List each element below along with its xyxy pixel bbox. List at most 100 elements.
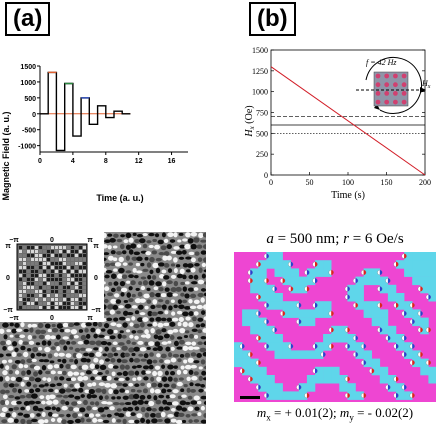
- panel-c-inset-pixel: [31, 254, 34, 257]
- panel-d-domain-cell: [274, 383, 283, 392]
- panel-c-dot: [122, 418, 127, 424]
- panel-c-inset-pixel: [63, 254, 66, 257]
- panel-c-dot: [47, 353, 53, 359]
- panel-d-domain-cell: [363, 276, 372, 286]
- panel-c-dot: [138, 238, 146, 244]
- panel-c-dot: [149, 256, 155, 263]
- panel-c-dot: [200, 336, 206, 340]
- panel-c-dot: [163, 383, 170, 388]
- panel-c-dot: [203, 257, 206, 263]
- panel-c-dot: [157, 239, 164, 245]
- panel-c-dot: [111, 396, 116, 400]
- panel-d-domain-cell: [266, 252, 275, 261]
- panel-d-domain-cell: [428, 268, 436, 277]
- panel-c-dot: [14, 370, 20, 375]
- panel-c-dot: [171, 401, 179, 406]
- panel-c-inset-pixel: [23, 274, 26, 277]
- panel-d-vortex-half: [347, 343, 350, 349]
- panel-c-inset-pixel: [63, 270, 66, 273]
- panel-d-domain-cell: [282, 260, 291, 269]
- inset-field-label: Hx: [421, 79, 431, 90]
- panel-c-inset-pixel: [83, 274, 86, 277]
- panel-c-dot: [77, 376, 84, 382]
- panel-c-inset-pixel: [63, 294, 66, 297]
- panel-c-inset-pixel: [51, 290, 54, 293]
- panel-c-dot: [13, 418, 19, 424]
- panel-c-dot: [58, 352, 65, 357]
- panel-c-inset-pixel: [79, 270, 82, 273]
- panel-c-dot: [66, 413, 71, 418]
- panel-c-dot: [132, 232, 137, 236]
- panel-c-dot: [110, 250, 116, 255]
- panel-c-inset-pixel: [47, 266, 50, 269]
- panel-c-inset-pixel: [55, 286, 58, 289]
- panel-c-dot: [190, 400, 198, 405]
- panel-d-domain-cell: [242, 358, 251, 368]
- panel-d-domain-cell: [234, 342, 243, 351]
- panel-c-dot: [45, 370, 51, 375]
- chart-a-ytick-label: -500: [22, 128, 36, 135]
- panel-d-domain-cell: [258, 276, 267, 286]
- panel-d-vortex-half: [258, 311, 261, 316]
- panel-c-dot: [49, 383, 56, 388]
- panel-d-vortex-half: [428, 327, 431, 333]
- panel-d-domain-cell: [379, 284, 389, 294]
- panel-c-inset-pixel: [23, 250, 26, 253]
- panel-c-dot: [36, 413, 41, 417]
- panel-c-dot: [12, 341, 18, 347]
- panel-d-domain-cell: [258, 375, 267, 384]
- panel-c-dot: [198, 388, 204, 393]
- panel-c-dot: [155, 281, 162, 287]
- panel-c-dot: [73, 371, 80, 376]
- panel-c-dot: [193, 334, 199, 339]
- panel-c-dot: [95, 413, 101, 417]
- panel-c-inset-pixel: [79, 294, 82, 297]
- panel-c-dot: [107, 292, 114, 297]
- panel-c-dot: [82, 375, 89, 381]
- panel-d-vortex-half: [242, 368, 245, 374]
- panel-c-dot: [20, 345, 26, 351]
- panel-c-dot: [128, 347, 135, 353]
- panel-c-dot: [173, 377, 178, 382]
- panel-c-dot: [126, 292, 132, 298]
- panel-c-inset-pixel: [67, 282, 70, 285]
- panel-c-dot: [163, 406, 171, 411]
- panel-d-domain-cell: [363, 309, 372, 318]
- inset-island: [375, 99, 381, 105]
- panel-c-dot: [20, 406, 26, 411]
- panel-c-inset-pixel: [27, 274, 30, 277]
- panel-c-dot: [170, 407, 176, 412]
- panel-c-dot: [142, 365, 150, 370]
- panel-c-dot: [66, 340, 71, 345]
- panel-c-dot: [78, 329, 84, 333]
- panel-c-inset-pixel: [55, 282, 58, 285]
- panel-c-dot: [117, 273, 123, 279]
- panel-c-dot: [193, 299, 200, 305]
- chart-a-ytick-label: 1500: [20, 64, 36, 71]
- panel-c-dot: [94, 401, 100, 406]
- panel-c-dot: [13, 406, 20, 411]
- panel-c-dot: [119, 243, 125, 250]
- panel-c-dot: [161, 328, 167, 333]
- panel-c-dot: [113, 329, 118, 334]
- panel-c-dot: [126, 280, 131, 284]
- panel-c-dot: [198, 375, 203, 382]
- panel-c-dot: [137, 291, 143, 297]
- panel-c-dot: [197, 341, 203, 345]
- panel-c-dot: [137, 340, 144, 345]
- panel-c-dot: [161, 269, 167, 274]
- panel-c-dot: [106, 317, 113, 322]
- panel-c-dot: [109, 309, 115, 315]
- panel-c-dot: [139, 347, 147, 352]
- panel-d-vortex-half: [258, 261, 261, 267]
- panel-c-inset-pixel: [19, 262, 22, 265]
- chart-b-ytick-label: 1500: [252, 46, 268, 55]
- panel-c-dot: [185, 281, 190, 285]
- panel-c-inset-pixel: [83, 290, 86, 293]
- panel-c-dot: [23, 413, 31, 418]
- panel-c-dot: [167, 232, 174, 238]
- panel-c-inset-pixel: [83, 262, 86, 265]
- panel-c-dot: [148, 400, 155, 407]
- panel-c-dot: [14, 347, 19, 353]
- panel-d-domain-cell: [396, 342, 405, 351]
